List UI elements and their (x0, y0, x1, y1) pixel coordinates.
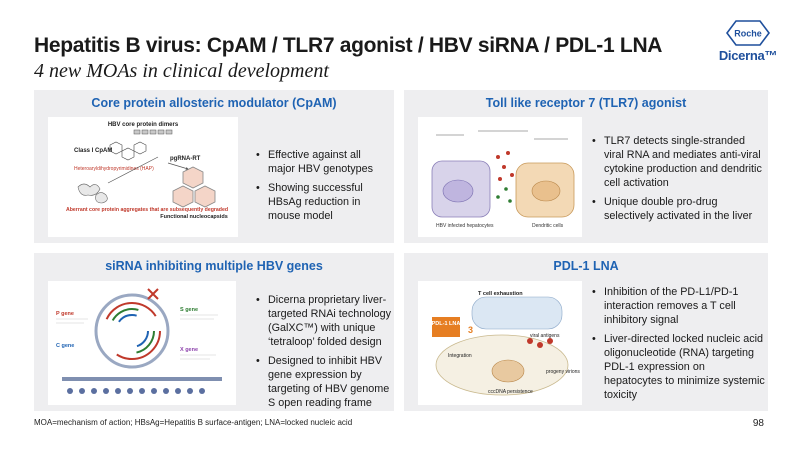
svg-text:P gene: P gene (56, 311, 74, 317)
roche-logo: Roche (726, 20, 770, 46)
list-item: TLR7 detects single-stranded viral RNA a… (590, 134, 762, 190)
tlr7-diagram: HBV infected hepatocytes Dendritic cells (431, 130, 575, 229)
panel-tlr7: Toll like receptor 7 (TLR7) agonist HBV … (404, 90, 768, 243)
svg-text:viral antigens: viral antigens (530, 333, 560, 339)
pdl1-bullets: Inhibition of the PD-L1/PD-1 interaction… (590, 285, 766, 407)
list-item: Unique double pro-drug selectively activ… (590, 195, 762, 223)
pdl1-figure: T cell exhaustion PDL-1 LNA 3 viral anti… (418, 281, 582, 405)
svg-text:3: 3 (468, 325, 473, 335)
svg-text:PDL-1 LNA: PDL-1 LNA (432, 321, 461, 327)
sirna-bullets: Dicerna proprietary liver-targeted RNAi … (254, 293, 394, 415)
list-item: Dicerna proprietary liver-targeted RNAi … (254, 293, 394, 349)
svg-text:X gene: X gene (180, 347, 198, 353)
cpam-figure: HBV core protein dimers Class I CpAM pgR… (48, 117, 238, 237)
slide-subtitle: 4 new MOAs in clinical development (34, 60, 329, 82)
svg-text:Roche: Roche (734, 29, 762, 39)
svg-text:C gene: C gene (56, 343, 74, 349)
panel-cpam: Core protein allosteric modulator (CpAM)… (34, 90, 394, 243)
logo-group: Roche Dicerna™ (718, 20, 778, 63)
svg-text:HBV core protein dimers: HBV core protein dimers (108, 122, 179, 128)
sirna-figure: P gene C gene S gene X gene (48, 281, 236, 405)
svg-text:cccDNA persistence: cccDNA persistence (488, 389, 533, 395)
svg-text:Dendritic cells: Dendritic cells (532, 223, 564, 229)
svg-text:Aberrant core protein aggregat: Aberrant core protein aggregates that ar… (66, 207, 228, 213)
slide-title: Hepatitis B virus: CpAM / TLR7 agonist /… (34, 34, 663, 57)
svg-text:S gene: S gene (180, 307, 198, 313)
svg-text:Integration: Integration (448, 353, 472, 359)
svg-text:Functional nucleocapsids: Functional nucleocapsids (160, 214, 228, 220)
list-item: Liver-directed locked nucleic acid oligo… (590, 332, 766, 402)
list-item: Effective against all major HBV genotype… (254, 148, 390, 176)
svg-text:HBV infected hepatocytes: HBV infected hepatocytes (436, 223, 494, 229)
panel-pdl1: PDL-1 LNA T cell exhaustion PDL-1 LNA 3 … (404, 253, 768, 411)
svg-text:progeny virions: progeny virions (546, 369, 580, 375)
footnote: MOA=mechanism of action; HBsAg=Hepatitis… (34, 418, 353, 427)
list-item: Inhibition of the PD-L1/PD-1 interaction… (590, 285, 766, 327)
page-number: 98 (752, 418, 764, 429)
tlr7-figure: HBV infected hepatocytes Dendritic cells (418, 117, 582, 237)
svg-text:Heteroaryldihydropyrimidines (: Heteroaryldihydropyrimidines (HAP) (74, 166, 154, 172)
list-item: Designed to inhibit HBV gene expression … (254, 354, 394, 410)
svg-text:T cell exhaustion: T cell exhaustion (478, 291, 523, 297)
svg-text:pgRNA-RT: pgRNA-RT (170, 156, 201, 162)
tlr7-bullets: TLR7 detects single-stranded viral RNA a… (590, 134, 762, 228)
panel-pdl1-title: PDL-1 LNA (553, 259, 619, 273)
panel-cpam-title: Core protein allosteric modulator (CpAM) (91, 96, 337, 110)
list-item: Showing successful HBsAg reduction in mo… (254, 181, 390, 223)
dicerna-logo: Dicerna™ (718, 48, 778, 63)
panel-sirna-title: siRNA inhibiting multiple HBV genes (105, 259, 323, 273)
pdl1-diagram: T cell exhaustion PDL-1 LNA 3 viral anti… (432, 291, 580, 396)
cpam-bullets: Effective against all major HBV genotype… (254, 148, 390, 228)
panel-sirna: siRNA inhibiting multiple HBV genes P ge… (34, 253, 394, 411)
cpam-diagram: HBV core protein dimers Class I CpAM pgR… (66, 122, 228, 220)
sirna-diagram: P gene C gene S gene X gene (56, 288, 222, 394)
svg-text:Class I CpAM: Class I CpAM (74, 148, 112, 154)
panel-tlr7-title: Toll like receptor 7 (TLR7) agonist (485, 96, 687, 110)
